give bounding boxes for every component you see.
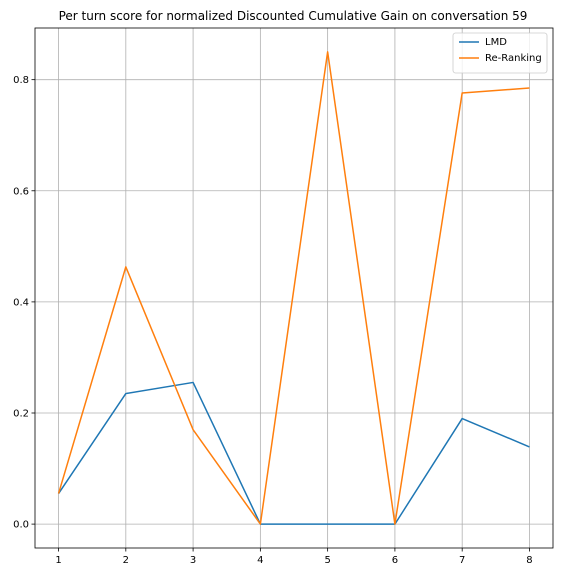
- legend: LMD Re-Ranking: [452, 32, 548, 74]
- x-tick-label: 2: [123, 555, 129, 566]
- x-tick-label: 1: [55, 555, 61, 566]
- y-tick-label: 0.6: [13, 186, 29, 197]
- legend-box: [452, 32, 548, 74]
- x-tick-label: 5: [324, 555, 330, 566]
- x-tick-label: 6: [392, 555, 398, 566]
- x-tick-label: 4: [257, 555, 263, 566]
- chart-title: Per turn score for normalized Discounted…: [59, 9, 528, 23]
- grid: [35, 28, 553, 548]
- y-tick-label: 0.4: [13, 297, 29, 308]
- axis-ticks: 1 2 3 4 5 6 7 8 0.0 0.2 0.4 0.6 0.8: [13, 75, 533, 566]
- plot-frame: [34, 27, 554, 549]
- x-tick-label: 8: [526, 555, 532, 566]
- series-line-lmd: [57, 381, 530, 525]
- y-tick-label: 0.8: [13, 75, 29, 86]
- y-tick-label: 0.0: [13, 520, 29, 531]
- x-tick-label: 3: [190, 555, 196, 566]
- series-lines: [57, 51, 530, 525]
- y-tick-label: 0.2: [13, 409, 29, 420]
- x-tick-label: 7: [459, 555, 465, 566]
- legend-label: LMD: [485, 37, 507, 48]
- legend-label: Re-Ranking: [485, 53, 542, 64]
- series-line-re-ranking: [57, 51, 530, 525]
